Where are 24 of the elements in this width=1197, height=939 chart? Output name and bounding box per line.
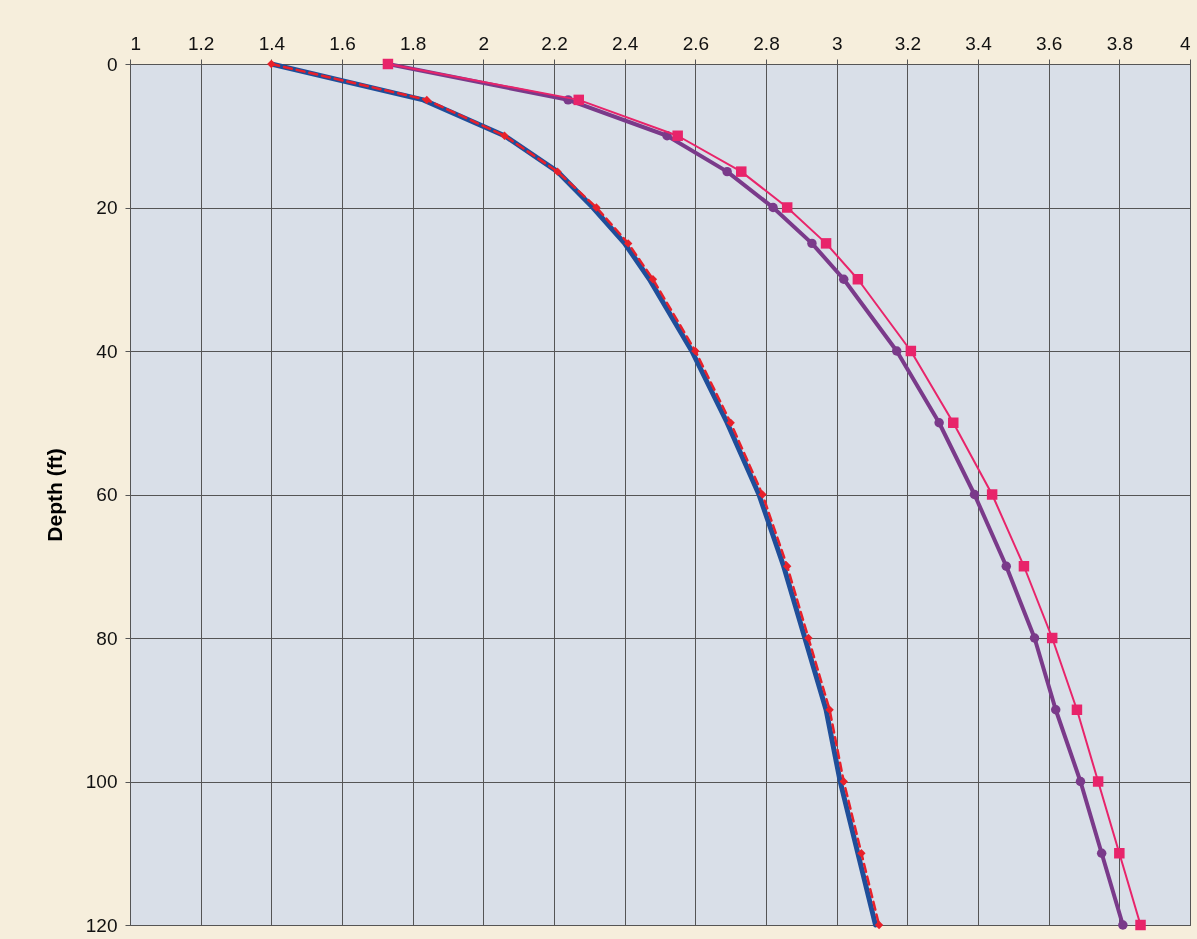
x-tick-label: 3.8 bbox=[1106, 32, 1134, 54]
x-tick-label: 1 bbox=[130, 32, 142, 54]
x-tick-label: 2.2 bbox=[541, 32, 568, 54]
x-tick-label: 3 bbox=[831, 32, 843, 54]
x-tick-label: 3.2 bbox=[894, 32, 922, 54]
x-tick-label: 1.6 bbox=[329, 32, 356, 54]
y-tick-label: 60 bbox=[96, 484, 118, 505]
x-tick-label: 1.2 bbox=[187, 32, 215, 54]
y-tick-label: 120 bbox=[85, 914, 118, 936]
x-tick-label: 3.6 bbox=[1035, 32, 1063, 54]
x-tick-label: 2.4 bbox=[611, 32, 639, 54]
y-tick-label: 80 bbox=[96, 627, 118, 649]
y-tick-label: 40 bbox=[96, 340, 118, 362]
x-tick-label: 1.4 bbox=[258, 32, 286, 54]
x-tick-label: 2 bbox=[478, 32, 490, 54]
x-tick-label: 2.8 bbox=[753, 32, 780, 54]
x-tick-label: 1.8 bbox=[399, 32, 427, 54]
y-tick-label: 0 bbox=[106, 53, 118, 75]
y-tick-label: 20 bbox=[96, 197, 118, 218]
x-tick-label: 3.4 bbox=[965, 32, 993, 54]
y-axis-title: Depth (ft) bbox=[42, 448, 66, 542]
x-tick-label: 4 bbox=[1179, 32, 1191, 54]
y-tick-label: 100 bbox=[85, 771, 118, 792]
x-tick-label: 2.6 bbox=[682, 32, 710, 54]
